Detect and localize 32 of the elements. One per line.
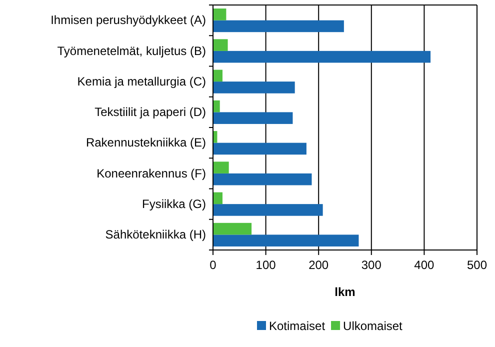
y-tick-label: Kemia ja metallurgia (C) (77, 74, 206, 88)
bar (213, 192, 223, 204)
bar (213, 142, 306, 155)
bar (213, 222, 252, 235)
y-tick-label: Fysiikka (G) (142, 196, 206, 211)
bar (213, 70, 223, 82)
legend-label: Ulkomaiset (343, 319, 404, 333)
y-tick-label: Työmenetelmät, kuljetus (B) (57, 44, 206, 58)
bar (213, 162, 229, 174)
x-tick-label: 400 (414, 258, 435, 272)
x-tick-label: 500 (466, 258, 488, 272)
bar (213, 234, 359, 246)
bar (213, 112, 293, 124)
x-tick-label: 200 (308, 258, 329, 272)
y-tick-label: Koneenrakennus (F) (96, 166, 206, 180)
y-tick-label: Tekstiilit ja paperi (D) (94, 105, 206, 120)
x-tick-label: 100 (256, 258, 276, 272)
x-tick-label: 300 (361, 258, 382, 272)
y-tick-label: Rakennustekniikka (E) (86, 136, 206, 150)
bar (213, 8, 226, 20)
legend-label: Kotimaiset (269, 319, 326, 333)
bar (213, 173, 312, 186)
bar (213, 204, 323, 216)
bar (213, 39, 228, 51)
y-tick-label: Ihmisen perushyödykkeet (A) (50, 13, 206, 28)
bar (213, 20, 344, 32)
bar (213, 100, 220, 112)
x-tick-label: 0 (210, 258, 217, 272)
bar (213, 82, 295, 94)
x-axis-title: lkm (334, 285, 356, 299)
y-tick-label: Sähkötekniikka (H) (105, 228, 206, 242)
bar (213, 50, 431, 63)
